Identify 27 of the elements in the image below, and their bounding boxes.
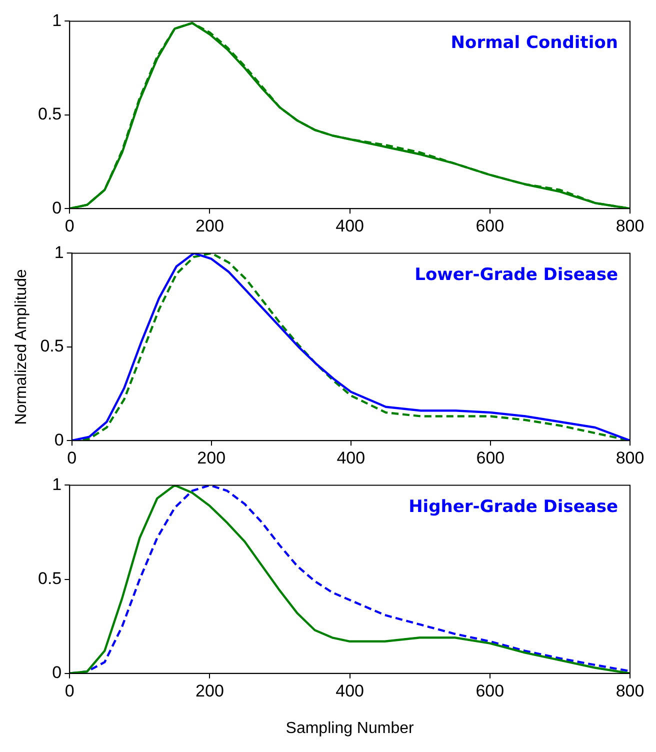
x-tick-label: 400 xyxy=(336,448,366,468)
x-axis-title: Sampling Number xyxy=(286,720,415,737)
y-tick-label: 1 xyxy=(54,242,64,262)
x-tick-label: 200 xyxy=(196,216,224,236)
y-tick-label: 0.5 xyxy=(38,568,62,588)
x-tick-label: 600 xyxy=(476,448,505,468)
x-tick-label: 800 xyxy=(616,448,644,468)
y-axis-title: Normalized Amplitude xyxy=(13,268,30,425)
y-tick-label: 1 xyxy=(52,10,62,30)
x-tick-label: 600 xyxy=(476,681,504,700)
annotation: Lower-Grade Disease xyxy=(414,265,618,286)
annotation: Normal Condition xyxy=(450,33,618,54)
x-tick-label: 400 xyxy=(336,681,364,700)
y-tick-label: 0 xyxy=(52,198,62,218)
y-tick-label: 0.5 xyxy=(38,104,62,124)
x-tick-label: 800 xyxy=(616,216,644,236)
annotation: Higher-Grade Disease xyxy=(408,497,618,518)
y-tick-label: 0.5 xyxy=(40,336,64,356)
x-tick-label: 200 xyxy=(197,448,226,468)
x-tick-label: 0 xyxy=(67,448,77,468)
x-tick-label: 800 xyxy=(616,681,644,700)
y-tick-label: 0 xyxy=(54,430,64,450)
x-tick-label: 400 xyxy=(336,216,364,236)
x-tick-label: 600 xyxy=(476,216,504,236)
x-tick-label: 200 xyxy=(196,681,224,700)
y-tick-label: 0 xyxy=(52,663,62,682)
y-tick-label: 1 xyxy=(52,474,62,494)
